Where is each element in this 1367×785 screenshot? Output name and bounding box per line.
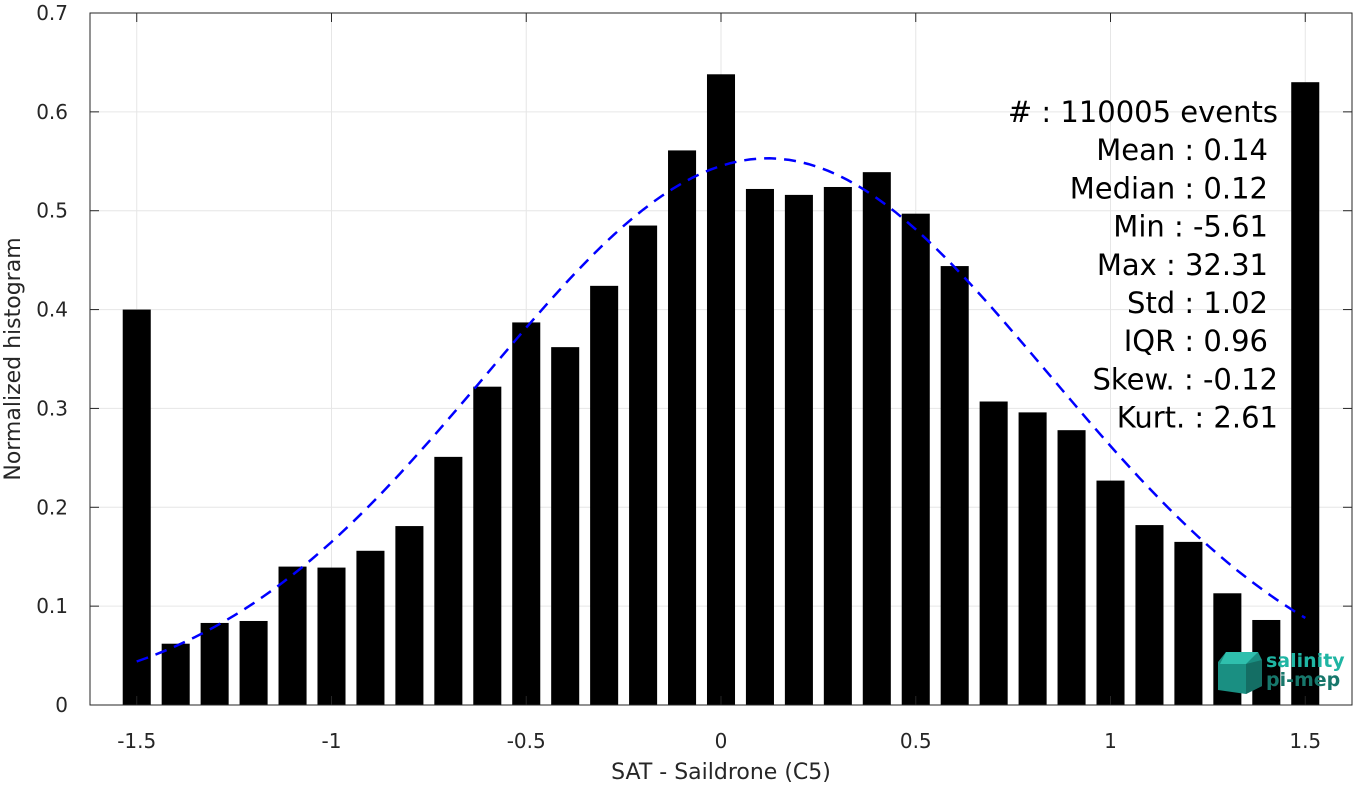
x-axis-label: SAT - Saildrone (C5): [611, 760, 831, 785]
histogram-bar: [1018, 412, 1047, 705]
histogram-bar: [979, 401, 1008, 705]
histogram-bar: [1057, 430, 1086, 705]
axis-ticks: -1.5 -1 -0.5 0 0.5 1 1.5 0 0.1 0.2 0.3 0.4 0.5 0.6 0.7: [36, 1, 1352, 753]
histogram-bar: [784, 194, 813, 705]
x-tick-label: -1: [322, 729, 342, 753]
histogram-bar: [122, 309, 151, 705]
histogram-bar: [434, 456, 463, 705]
y-tick-label: 0.6: [36, 100, 68, 124]
histogram-bar: [823, 186, 852, 705]
y-tick-label: 0.2: [36, 495, 68, 519]
logo-cube-icon: [1218, 652, 1262, 694]
histogram-bar: [551, 347, 580, 705]
logo-text-salinity: salinity: [1266, 650, 1345, 672]
histogram-bar: [1291, 82, 1320, 705]
x-tick-label: 0: [715, 729, 728, 753]
histogram-bar: [706, 74, 736, 705]
histogram-bar: [278, 566, 307, 705]
stats-line: Median : 0.12: [1070, 171, 1268, 205]
histogram-bar: [668, 150, 697, 705]
x-tick-label: -1.5: [117, 729, 156, 753]
histogram-bar: [940, 266, 969, 705]
y-tick-label: 0: [55, 693, 68, 717]
y-tick-label: 0.5: [36, 199, 68, 223]
histogram-bar: [1174, 541, 1203, 705]
histogram-bar: [1096, 480, 1125, 705]
histogram-bar: [200, 622, 229, 705]
histogram-bar: [629, 225, 658, 706]
stats-line: Max : 32.31: [1097, 248, 1268, 282]
salinity-pimep-logo: salinity pi-mep: [1218, 650, 1345, 694]
stats-line: Std : 1.02: [1127, 286, 1268, 320]
histogram-bar: [395, 526, 424, 705]
histogram-bar: [161, 643, 190, 705]
histogram-bars: [122, 74, 1320, 706]
stats-line: Mean : 0.14: [1096, 133, 1268, 167]
y-tick-label: 0.1: [36, 594, 68, 618]
histogram-bar: [512, 322, 541, 705]
gaussian-fit-curve: [136, 157, 1306, 663]
stats-line: IQR : 0.96: [1124, 324, 1268, 358]
x-tick-label: 1: [1104, 729, 1117, 753]
logo-text-pimep: pi-mep: [1266, 669, 1340, 691]
y-tick-label: 0.4: [36, 298, 68, 322]
stats-line: Skew. : -0.12: [1092, 362, 1278, 396]
gaussian-fit: [136, 157, 1306, 663]
histogram-bar: [317, 567, 346, 705]
histogram-bar: [901, 213, 930, 705]
histogram-bar: [239, 620, 268, 705]
x-tick-label: 1.5: [1289, 729, 1321, 753]
y-tick-label: 0.7: [36, 1, 68, 25]
stats-line: Kurt. : 2.61: [1117, 401, 1278, 435]
histogram-bar: [356, 550, 385, 705]
histogram-bar: [745, 188, 774, 706]
stats-line: Min : -5.61: [1113, 210, 1268, 244]
stats-line: # : 110005 events: [1008, 95, 1278, 129]
x-tick-label: -0.5: [507, 729, 546, 753]
statistics-box: # : 110005 events Mean : 0.14 Median : 0.1…: [1008, 95, 1278, 435]
y-tick-label: 0.3: [36, 396, 68, 420]
histogram-bar: [473, 386, 502, 705]
histogram-bar: [862, 172, 891, 705]
x-tick-label: 0.5: [900, 729, 932, 753]
histogram-bar: [1135, 525, 1164, 705]
y-axis-label: Normalized histogram: [1, 237, 26, 480]
histogram-bar: [590, 285, 619, 705]
